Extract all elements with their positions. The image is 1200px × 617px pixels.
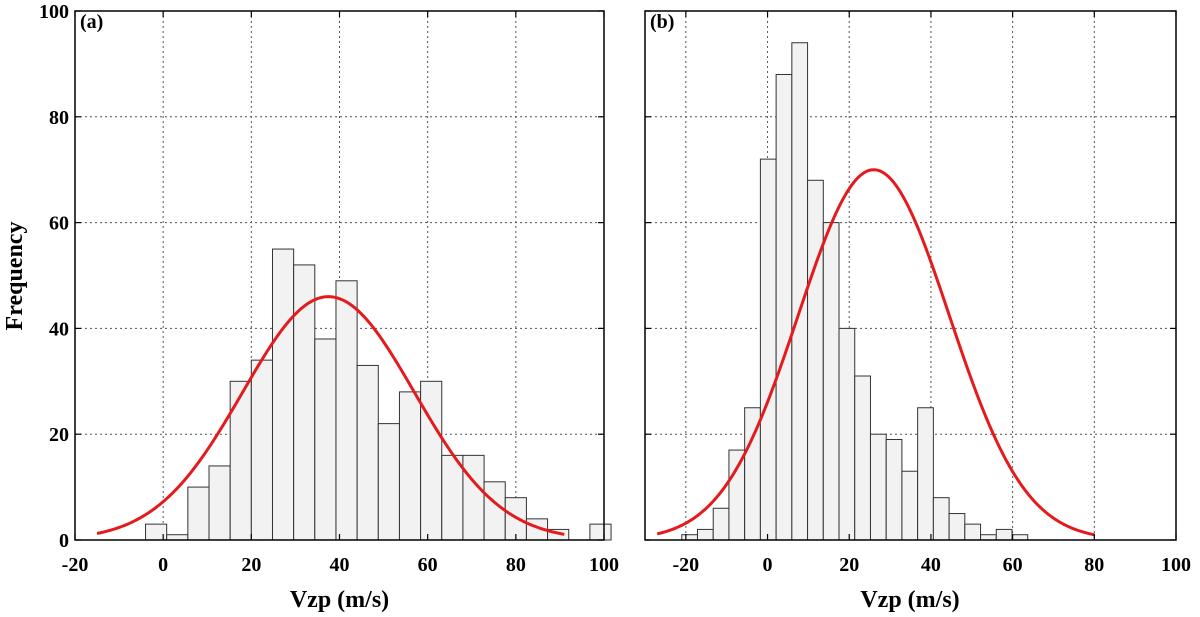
normal-fit-curve-b	[656, 168, 1095, 537]
histogram-bar-b	[759, 158, 777, 541]
bars-b	[681, 42, 1029, 541]
histogram-bar-a	[377, 423, 400, 541]
histogram-bar-b	[838, 327, 856, 541]
x-tick-label-b: 40	[921, 554, 941, 576]
histogram-bar-a	[462, 454, 485, 541]
y-tick-label-a: 80	[49, 107, 69, 129]
x-tick-label-b: 80	[1084, 554, 1104, 576]
histogram-bar-a	[589, 523, 612, 541]
histogram-bar-b	[1011, 534, 1029, 541]
x-tick-label-a: 60	[418, 554, 438, 576]
x-tick-label-b: -20	[673, 554, 700, 576]
x-tick-label-a: -20	[62, 554, 89, 576]
x-tick-label-b: 60	[1003, 554, 1023, 576]
ticks-b: -20 0 20 40 60 80 100	[645, 10, 1191, 576]
x-tick-label-b: 20	[839, 554, 859, 576]
x-tick-label-a: 20	[241, 554, 261, 576]
histogram-bar-b	[681, 534, 698, 541]
histogram-bar-b	[885, 438, 903, 541]
histogram-bar-b	[964, 523, 982, 541]
histogram-bar-a	[441, 454, 464, 541]
panel-label-a: (a)	[80, 11, 103, 33]
panel-label-b: (b)	[650, 11, 674, 33]
histogram-bar-b	[917, 407, 934, 541]
histogram-bar-a	[398, 391, 422, 541]
y-tick-label-a: 40	[49, 318, 69, 340]
x-tick-label-a: 80	[506, 554, 526, 576]
histogram-bar-a	[271, 248, 295, 541]
histogram-bar-b	[712, 507, 730, 541]
histogram-bar-b	[901, 470, 919, 541]
histogram-bar-a	[335, 280, 358, 541]
histogram-bar-b	[995, 528, 1013, 541]
histogram-bar-a	[250, 359, 273, 541]
histogram-bar-a	[187, 486, 210, 541]
x-axis-label-a: Vzp (m/s)	[290, 587, 389, 613]
histogram-bar-b	[980, 534, 997, 541]
histogram-bar-a	[229, 380, 252, 541]
x-tick-label-b: 0	[763, 554, 773, 576]
histogram-bar-b	[728, 449, 746, 541]
plot-area-b	[645, 11, 1176, 540]
y-tick-label-a: 20	[49, 424, 69, 446]
plot-frame-b	[644, 10, 1177, 541]
histogram-bar-a	[483, 481, 506, 541]
y-tick-label-a: 0	[59, 530, 69, 552]
x-axis-label-b: Vzp (m/s)	[860, 587, 959, 613]
normal-fit-curve-a	[96, 295, 565, 536]
x-tick-label-a: 100	[589, 554, 619, 576]
y-axis-label: Frequency	[2, 222, 28, 331]
x-tick-label-a: 40	[330, 554, 350, 576]
x-tick-label-b: 100	[1161, 554, 1191, 576]
histogram-bar-a	[314, 338, 337, 541]
panel-b: -20 0 20 40 60 80 100 (b) Vzp (m/s)	[644, 10, 1191, 613]
histogram-bar-b	[869, 433, 887, 541]
histogram-bar-b	[696, 528, 714, 541]
histogram-bar-a	[420, 380, 443, 541]
histogram-bar-b	[807, 179, 824, 541]
histogram-bar-b	[822, 222, 840, 541]
histogram-bar-b	[775, 73, 793, 541]
x-tick-label-a: 0	[158, 554, 168, 576]
histogram-bar-b	[854, 375, 871, 541]
histogram-bar-b	[932, 497, 950, 541]
histogram-bar-a	[166, 534, 189, 541]
histogram-bar-a	[208, 465, 231, 541]
histogram-bar-a	[356, 364, 379, 541]
histogram-bar-b	[948, 513, 966, 541]
bars-a	[145, 248, 612, 541]
y-tick-label-a: 100	[39, 1, 69, 23]
y-tick-label-a: 60	[49, 213, 69, 235]
